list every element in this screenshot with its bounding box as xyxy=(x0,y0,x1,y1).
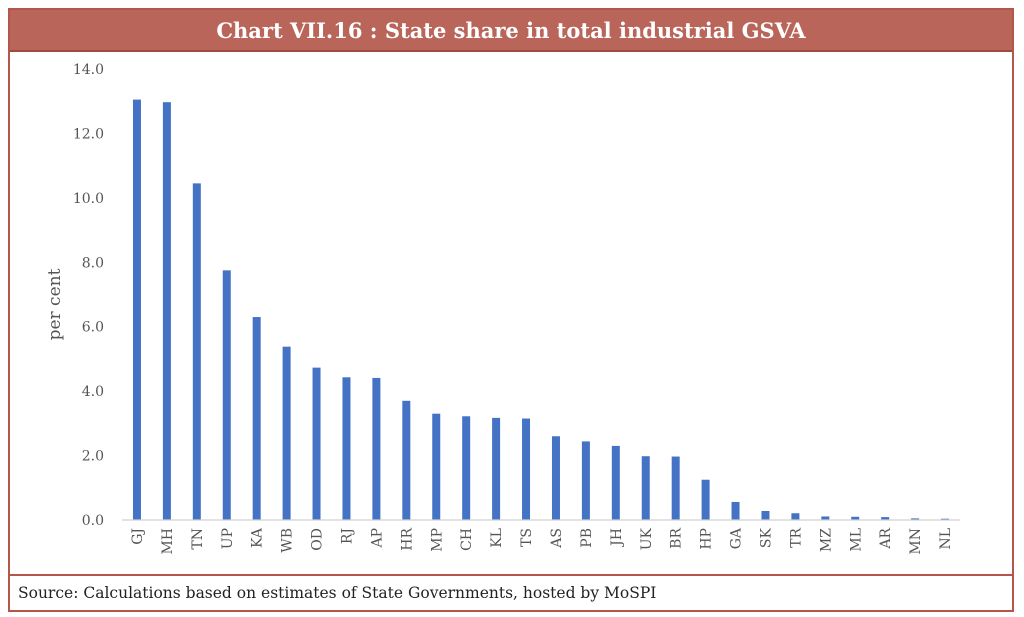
bar-ap xyxy=(372,377,381,520)
bar-gj xyxy=(132,99,141,520)
bar-mp xyxy=(432,413,441,520)
y-tick-label: 0.0 xyxy=(82,513,104,529)
y-tick-label: 14.0 xyxy=(73,62,104,78)
x-tick-label-mn: MN xyxy=(908,528,924,555)
bar-ar xyxy=(881,517,890,520)
x-tick-label-hr: HR xyxy=(399,528,415,551)
x-tick-label-ch: CH xyxy=(459,528,475,551)
y-tick-label: 10.0 xyxy=(73,191,104,207)
x-tick-label-tn: TN xyxy=(190,528,206,550)
x-tick-label-as: AS xyxy=(549,528,565,549)
x-tick-label-ap: AP xyxy=(369,528,385,549)
y-tick-label: 12.0 xyxy=(73,126,104,142)
x-tick-label-rj: RJ xyxy=(339,528,355,544)
x-tick-label-ml: ML xyxy=(848,528,864,552)
bar-uk xyxy=(641,456,650,520)
chart-frame: Chart VII.16 : State share in total indu… xyxy=(8,8,1014,612)
x-tick-label-gj: GJ xyxy=(130,528,146,545)
bar-ka xyxy=(252,317,261,520)
x-tick-label-kl: KL xyxy=(489,528,505,548)
bar-od xyxy=(312,367,321,520)
x-axis: GJ MH TN UP KA WB OD RJ AP HR MP CH KL TS AS PB JH UK BR HP… xyxy=(122,519,960,555)
y-tick-label: 8.0 xyxy=(82,255,104,271)
bar-ch xyxy=(462,416,471,520)
x-tick-label-wb: WB xyxy=(280,528,296,553)
x-tick-label-tr: TR xyxy=(788,528,804,548)
x-tick-label-up: UP xyxy=(220,528,236,549)
bar-wb xyxy=(282,346,291,520)
x-tick-label-ka: KA xyxy=(250,527,266,548)
y-tick-label: 2.0 xyxy=(82,449,104,465)
bar-ts xyxy=(522,418,531,520)
bar-kl xyxy=(492,417,501,520)
y-axis-title: per cent xyxy=(45,268,65,340)
bar-hp xyxy=(701,479,710,520)
bar-chart: 0.0 2.0 4.0 6.0 8.0 10.0 12.0 14.0 GJ MH TN UP KA WB… xyxy=(45,62,960,555)
bar-as xyxy=(551,436,560,520)
bar-mn xyxy=(911,518,920,520)
bar-jh xyxy=(611,445,620,520)
x-tick-label-od: OD xyxy=(310,528,326,551)
x-tick-label-hp: HP xyxy=(699,528,715,550)
x-tick-label-ts: TS xyxy=(519,528,535,547)
bar-hr xyxy=(402,400,411,520)
x-tick-label-ga: GA xyxy=(729,527,745,549)
x-tick-label-nl: NL xyxy=(938,528,954,550)
bar-ml xyxy=(851,516,860,520)
bar-pb xyxy=(581,441,590,520)
x-tick-label-pb: PB xyxy=(579,528,595,548)
x-tick-label-ar: AR xyxy=(878,528,894,550)
y-tick-label: 6.0 xyxy=(82,320,104,336)
bar-mh xyxy=(162,102,171,520)
x-tick-label-br: BR xyxy=(669,528,685,549)
source-note: Source: Calculations based on estimates … xyxy=(10,574,1012,610)
bar-rj xyxy=(342,377,351,520)
chart-title: Chart VII.16 : State share in total indu… xyxy=(10,10,1012,52)
bar-sk xyxy=(761,510,770,520)
bar-mz xyxy=(821,516,830,520)
bar-nl xyxy=(941,518,950,520)
bar-br xyxy=(671,456,680,520)
bar-up xyxy=(222,270,231,520)
bar-ga xyxy=(731,501,740,520)
x-tick-label-mh: MH xyxy=(160,528,176,555)
x-tick-label-jh: JH xyxy=(609,528,625,548)
x-tick-label-mp: MP xyxy=(429,528,445,552)
y-tick-label: 4.0 xyxy=(82,384,104,400)
bar-tr xyxy=(791,513,800,520)
y-axis: 0.0 2.0 4.0 6.0 8.0 10.0 12.0 14.0 xyxy=(73,62,104,529)
x-tick-label-mz: MZ xyxy=(818,528,834,552)
x-tick-label-sk: SK xyxy=(758,527,774,548)
bar-tn xyxy=(192,183,201,520)
x-tick-label-uk: UK xyxy=(639,527,655,550)
bars xyxy=(132,99,950,520)
